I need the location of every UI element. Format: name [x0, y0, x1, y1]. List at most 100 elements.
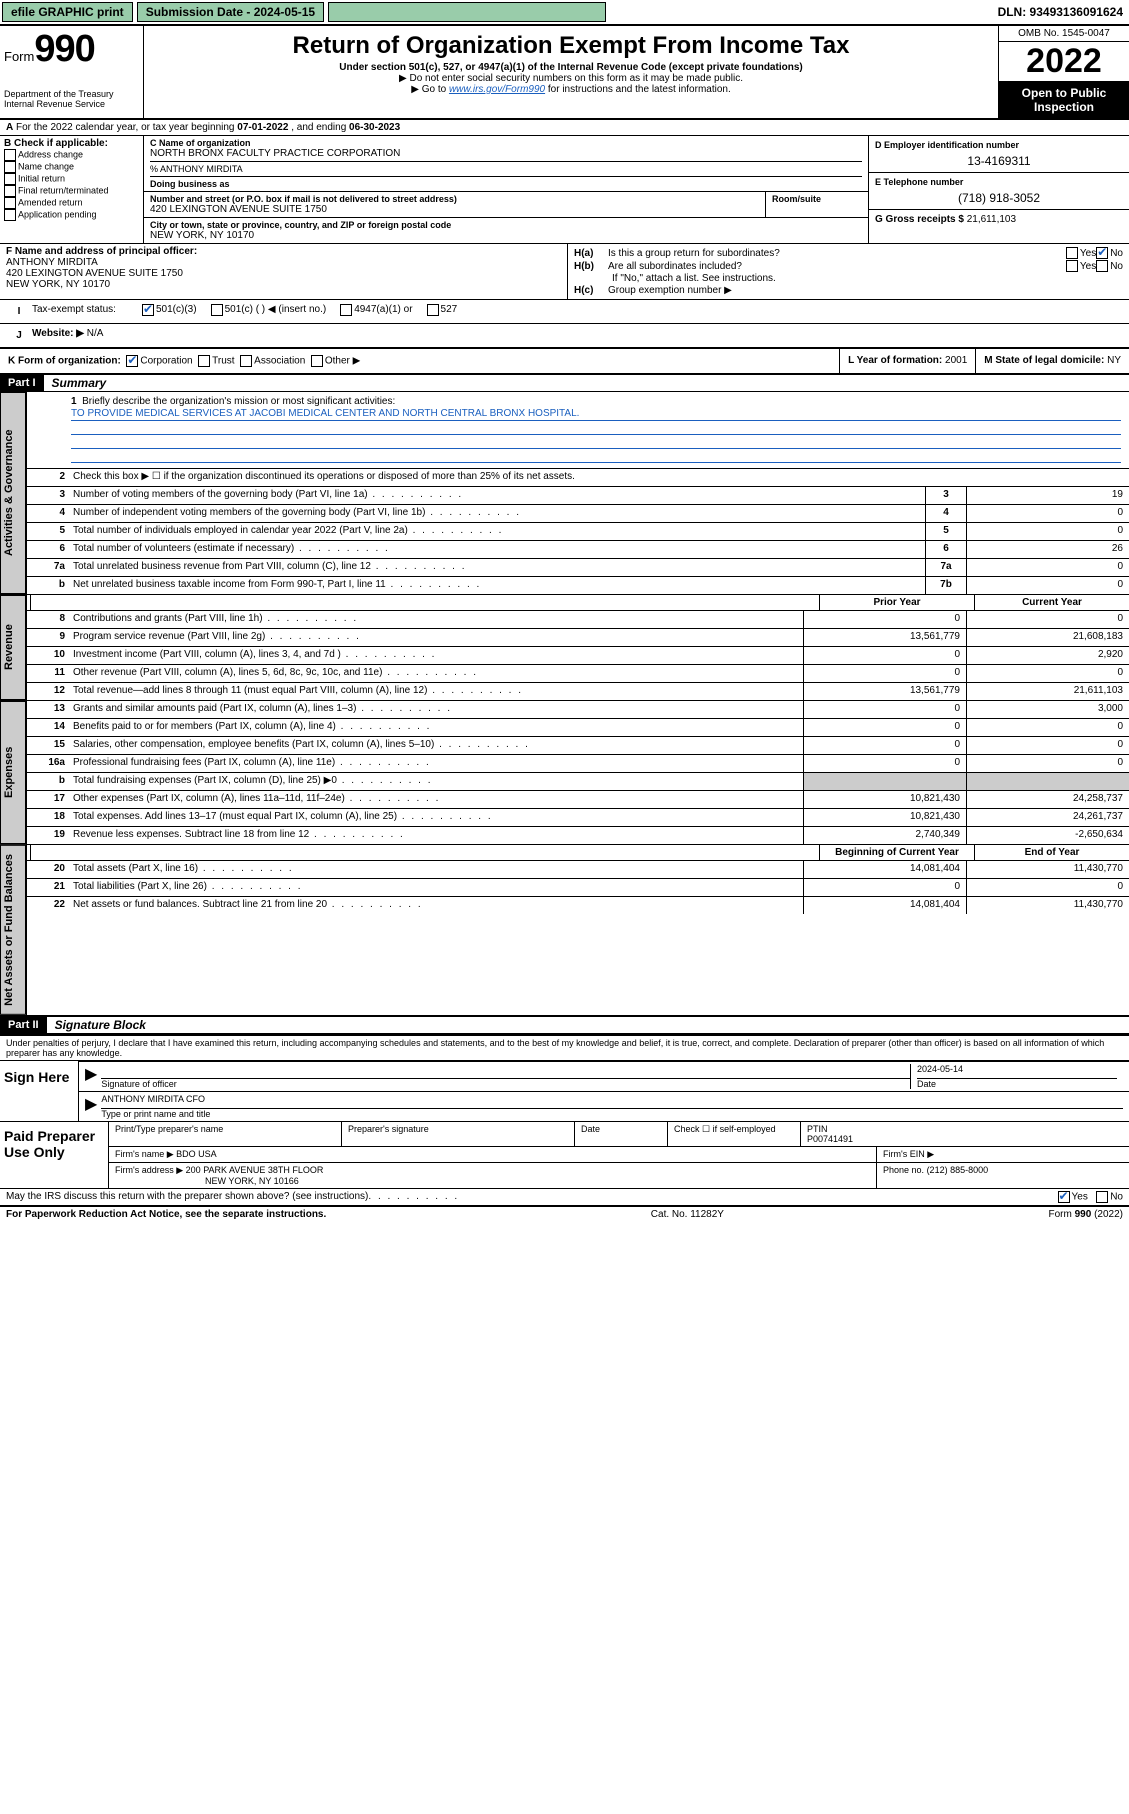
summary-line: 20Total assets (Part X, line 16)14,081,4… [27, 861, 1129, 879]
submission-date-badge: Submission Date - 2024-05-15 [137, 2, 324, 22]
entity-info-block: B Check if applicable: Address change Na… [0, 136, 1129, 244]
summary-line: 15Salaries, other compensation, employee… [27, 737, 1129, 755]
current-year-value: 24,261,737 [966, 809, 1129, 826]
city-state-zip: NEW YORK, NY 10170 [150, 230, 862, 241]
summary-line: 6Total number of volunteers (estimate if… [27, 541, 1129, 559]
checkbox-ha-no[interactable] [1096, 247, 1108, 259]
checkbox-name-change[interactable] [4, 161, 16, 173]
governance-section: Activities & Governance 1 Briefly descri… [0, 392, 1129, 595]
prior-year-value: 0 [803, 737, 966, 754]
current-year-value: 11,430,770 [966, 861, 1129, 878]
summary-line: 17Other expenses (Part IX, column (A), l… [27, 791, 1129, 809]
current-year-value: 3,000 [966, 701, 1129, 718]
street-address: 420 LEXINGTON AVENUE SUITE 1750 [150, 204, 759, 215]
checkbox-corporation[interactable] [126, 355, 138, 367]
summary-line: 21Total liabilities (Part X, line 26)00 [27, 879, 1129, 897]
efile-print-button[interactable]: efile GRAPHIC print [2, 2, 133, 22]
summary-value: 0 [966, 523, 1129, 540]
checkbox-amended-return[interactable] [4, 197, 16, 209]
section-i: I Tax-exempt status: 501(c)(3) 501(c) ( … [0, 300, 1129, 324]
officer-addr1: 420 LEXINGTON AVENUE SUITE 1750 [6, 268, 183, 279]
current-year-value: 0 [966, 611, 1129, 628]
revenue-section: Revenue Prior YearCurrent Year 8Contribu… [0, 595, 1129, 701]
checkbox-hb-no[interactable] [1096, 260, 1108, 272]
part1-title: Summary [52, 376, 107, 390]
officer-name: ANTHONY MIRDITA [6, 257, 98, 268]
current-year-value: 0 [966, 665, 1129, 682]
tab-governance: Activities & Governance [0, 392, 26, 594]
checkbox-501c3[interactable] [142, 304, 154, 316]
checkbox-initial-return[interactable] [4, 173, 16, 185]
current-year-value: 11,430,770 [966, 897, 1129, 914]
summary-line: 5Total number of individuals employed in… [27, 523, 1129, 541]
summary-line: bNet unrelated business taxable income f… [27, 577, 1129, 594]
tab-netassets: Net Assets or Fund Balances [0, 845, 26, 1015]
website-value: N/A [87, 328, 104, 343]
checkbox-final-return[interactable] [4, 185, 16, 197]
ein-value: 13-4169311 [875, 150, 1123, 168]
section-d-e-g: D Employer identification number 13-4169… [868, 136, 1129, 243]
checkbox-association[interactable] [240, 355, 252, 367]
form-title: Return of Organization Exempt From Incom… [150, 32, 992, 60]
current-year-value: 24,258,737 [966, 791, 1129, 808]
page-footer: For Paperwork Reduction Act Notice, see … [0, 1205, 1129, 1222]
state-domicile: NY [1107, 355, 1121, 366]
signature-block: Under penalties of perjury, I declare th… [0, 1034, 1129, 1205]
checkbox-501c[interactable] [211, 304, 223, 316]
checkbox-hb-yes[interactable] [1066, 260, 1078, 272]
prior-year-value: 0 [803, 701, 966, 718]
prior-year-value: 0 [803, 755, 966, 772]
summary-line: 8Contributions and grants (Part VIII, li… [27, 611, 1129, 629]
summary-value: 26 [966, 541, 1129, 558]
part2-badge: Part II [0, 1017, 47, 1033]
section-f-h: F Name and address of principal officer:… [0, 244, 1129, 300]
checkbox-4947[interactable] [340, 304, 352, 316]
summary-line: 11Other revenue (Part VIII, column (A), … [27, 665, 1129, 683]
checkbox-other[interactable] [311, 355, 323, 367]
checkbox-527[interactable] [427, 304, 439, 316]
checkbox-discuss-no[interactable] [1096, 1191, 1108, 1203]
sign-arrow-icon: ▶ [85, 1094, 97, 1119]
perjury-statement: Under penalties of perjury, I declare th… [0, 1036, 1129, 1060]
prior-year-value: 2,740,349 [803, 827, 966, 844]
care-of-name: % ANTHONY MIRDITA [150, 161, 862, 174]
officer-name-title: ANTHONY MIRDITA CFO [101, 1094, 1123, 1109]
checkbox-trust[interactable] [198, 355, 210, 367]
section-j: J Website: ▶ N/A [0, 324, 1129, 349]
irs-link[interactable]: www.irs.gov/Form990 [449, 84, 545, 95]
netassets-section: Net Assets or Fund Balances Beginning of… [0, 845, 1129, 1017]
checkbox-address-change[interactable] [4, 149, 16, 161]
prior-year-value: 0 [803, 611, 966, 628]
checkbox-application-pending[interactable] [4, 209, 16, 221]
checkbox-ha-yes[interactable] [1066, 247, 1078, 259]
sig-date-value: 2024-05-14 [917, 1064, 1117, 1079]
current-year-value: 21,611,103 [966, 683, 1129, 700]
gross-receipts-value: 21,611,103 [967, 214, 1016, 225]
discuss-row: May the IRS discuss this return with the… [0, 1188, 1129, 1205]
part2-header-row: Part II Signature Block [0, 1017, 1129, 1034]
form-subtitle: Under section 501(c), 527, or 4947(a)(1)… [150, 62, 992, 73]
current-year-value: 0 [966, 755, 1129, 772]
checkbox-discuss-yes[interactable] [1058, 1191, 1070, 1203]
prior-year-value: 10,821,430 [803, 809, 966, 826]
summary-value: 0 [966, 559, 1129, 576]
top-toolbar: efile GRAPHIC print Submission Date - 20… [0, 0, 1129, 26]
firm-addr1: 200 PARK AVENUE 38TH FLOOR [186, 1165, 324, 1175]
prior-year-value: 0 [803, 665, 966, 682]
form-number: Form990 [4, 28, 139, 71]
tab-expenses: Expenses [0, 701, 26, 844]
tab-revenue: Revenue [0, 595, 26, 700]
summary-value: 19 [966, 487, 1129, 504]
section-c-org-info: C Name of organization NORTH BRONX FACUL… [144, 136, 868, 243]
current-year-value: 0 [966, 737, 1129, 754]
blank-toolbar-slot [328, 2, 606, 22]
summary-line: 19Revenue less expenses. Subtract line 1… [27, 827, 1129, 844]
summary-line: 14Benefits paid to or for members (Part … [27, 719, 1129, 737]
prior-year-value: 10,821,430 [803, 791, 966, 808]
summary-line: 9Program service revenue (Part VIII, lin… [27, 629, 1129, 647]
part1-header-row: Part I Summary [0, 375, 1129, 392]
current-year-value: 0 [966, 879, 1129, 896]
form-header: Form990 Department of the Treasury Inter… [0, 26, 1129, 120]
prior-year-value: 13,561,779 [803, 683, 966, 700]
omb-number: OMB No. 1545-0047 [999, 26, 1129, 42]
